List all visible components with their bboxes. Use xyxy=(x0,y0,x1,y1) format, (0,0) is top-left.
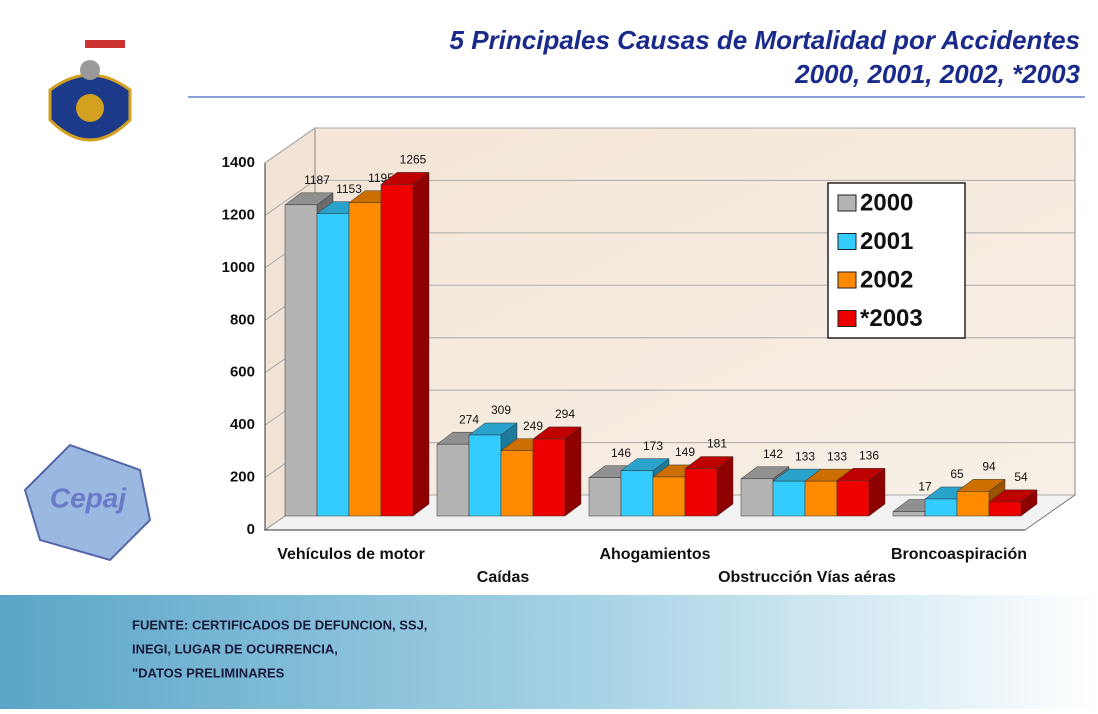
bar-side xyxy=(564,426,582,517)
bar xyxy=(500,450,534,517)
legend-swatch xyxy=(837,194,857,212)
bar xyxy=(924,498,958,517)
chart: 0200400600800100012001400118711531195126… xyxy=(222,127,1077,586)
value-label: 17 xyxy=(918,480,932,494)
y-tick-label: 1200 xyxy=(222,206,255,223)
bar xyxy=(436,443,470,517)
bar xyxy=(988,501,1022,517)
bar xyxy=(380,184,414,517)
value-label: 133 xyxy=(827,449,847,463)
bar xyxy=(740,478,774,517)
cepaj-logo: Cepaj xyxy=(23,443,152,562)
x-tick-label: Broncoaspiración xyxy=(891,546,1027,563)
grid-line xyxy=(264,127,1075,164)
bar xyxy=(836,480,870,517)
bar xyxy=(684,468,718,517)
bar xyxy=(652,476,686,517)
value-label: 136 xyxy=(859,449,879,463)
y-tick-label: 200 xyxy=(230,469,255,486)
value-label: 274 xyxy=(459,412,479,426)
y-tick-label: 800 xyxy=(230,311,255,328)
legend-swatch xyxy=(837,310,857,327)
value-label: 133 xyxy=(795,449,815,463)
legend-label: 2000 xyxy=(860,189,913,216)
value-label: 1153 xyxy=(336,182,362,196)
value-label: 146 xyxy=(611,446,631,460)
grid-line xyxy=(264,179,1075,216)
y-tick-label: 1000 xyxy=(222,259,255,276)
footer-band xyxy=(0,595,1098,709)
x-tick-label: Ahogamientos xyxy=(599,546,710,563)
footer-line: "DATOS PRELIMINARES xyxy=(132,665,285,680)
value-label: 173 xyxy=(643,439,663,453)
legend-label: *2003 xyxy=(860,305,923,332)
legend: 2000 2001 2002 *2003 xyxy=(827,182,966,339)
bar-side xyxy=(412,171,430,517)
chart-title: 5 Principales Causas de Mortalidad por A… xyxy=(450,25,1080,55)
value-label: 1265 xyxy=(400,153,427,167)
value-label: 149 xyxy=(675,445,695,459)
x-tick-label: Caídas xyxy=(477,569,530,586)
bar xyxy=(588,477,622,517)
value-label: 1187 xyxy=(304,173,330,187)
bar xyxy=(772,480,806,517)
x-tick-label: Vehículos de motor xyxy=(277,546,425,563)
value-label: 65 xyxy=(950,467,964,481)
legend-swatch xyxy=(837,233,857,250)
y-tick-label: 1400 xyxy=(222,154,255,171)
bar xyxy=(284,204,318,517)
logo-text: Cepaj xyxy=(50,482,127,513)
bar xyxy=(316,213,350,517)
x-tick-label: Obstrucción Vías aéras xyxy=(718,569,896,586)
y-tick-label: 400 xyxy=(230,416,255,433)
bar xyxy=(620,470,654,517)
value-label: 309 xyxy=(491,403,511,417)
value-label: 54 xyxy=(1014,470,1028,484)
footer-line: INEGI, LUGAR DE OCURRENCIA, xyxy=(132,641,338,656)
legend-label: 2001 xyxy=(860,228,913,255)
legend-swatch xyxy=(837,271,857,289)
value-label: 294 xyxy=(555,407,575,421)
value-label: 94 xyxy=(982,460,996,474)
bar xyxy=(956,491,990,517)
legend-label: 2002 xyxy=(860,266,913,293)
chart-subtitle: 2000, 2001, 2002, *2003 xyxy=(794,59,1080,89)
bar xyxy=(348,202,382,517)
y-tick-label: 600 xyxy=(230,364,255,381)
footer-line: FUENTE: CERTIFICADOS DE DEFUNCION, SSJ, xyxy=(132,617,427,632)
value-label: 181 xyxy=(707,437,727,451)
bar xyxy=(532,438,566,517)
value-label: 249 xyxy=(523,419,543,433)
bar xyxy=(468,434,502,517)
value-label: 142 xyxy=(763,447,783,461)
crest-logo xyxy=(48,40,132,142)
bar xyxy=(892,511,926,517)
y-tick-label: 0 xyxy=(247,521,255,538)
bar xyxy=(804,480,838,517)
